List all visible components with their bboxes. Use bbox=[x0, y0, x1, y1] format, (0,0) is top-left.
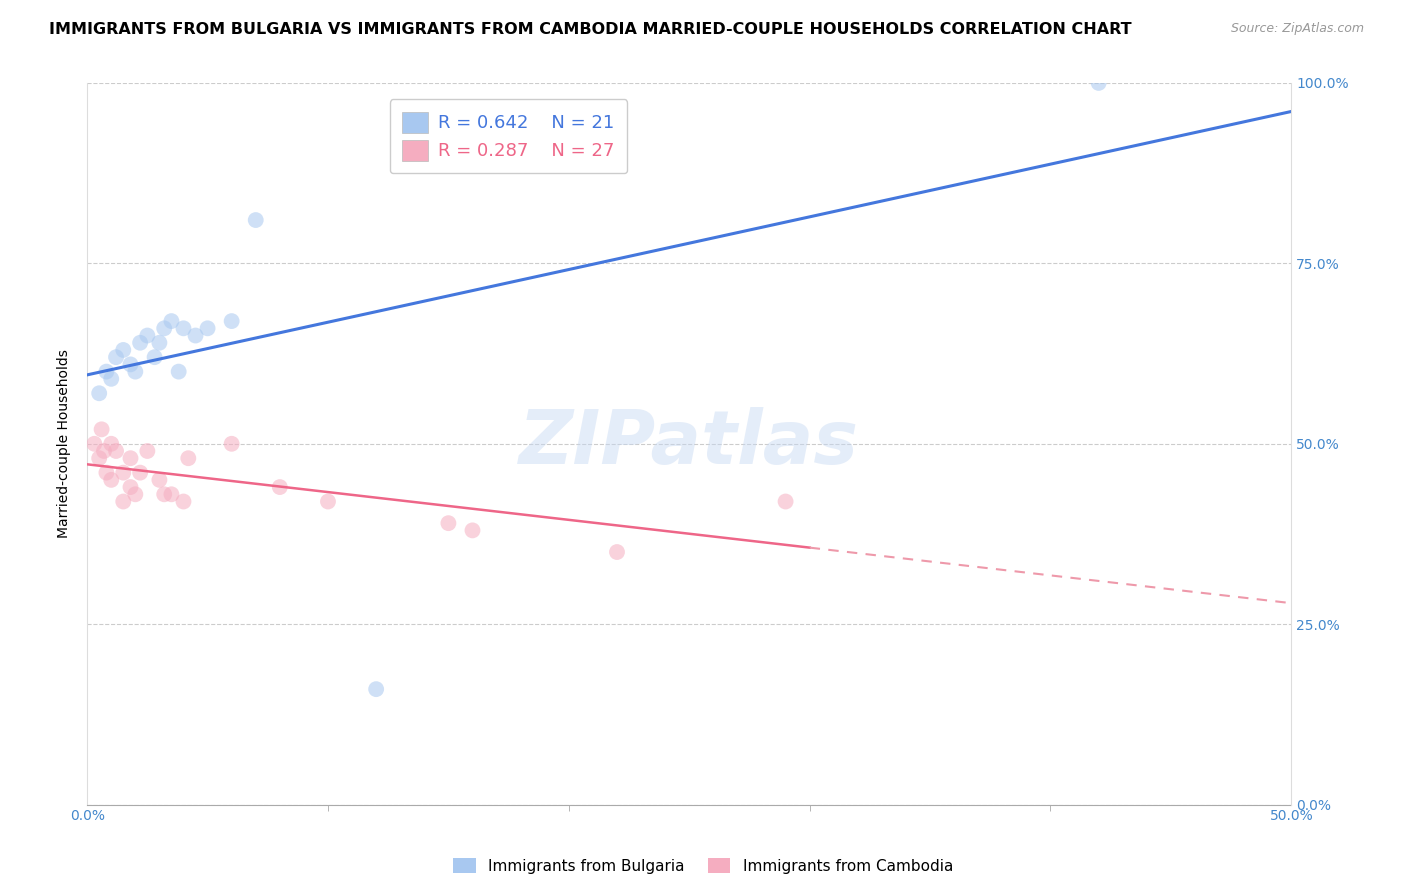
Point bbox=[93, 444, 115, 458]
Point bbox=[160, 314, 183, 328]
Point bbox=[105, 350, 128, 364]
Point bbox=[167, 365, 190, 379]
Point bbox=[160, 487, 183, 501]
Point bbox=[112, 466, 135, 480]
Point bbox=[148, 335, 170, 350]
Text: Source: ZipAtlas.com: Source: ZipAtlas.com bbox=[1230, 22, 1364, 36]
Point bbox=[221, 437, 243, 451]
Point bbox=[124, 365, 146, 379]
Text: IMMIGRANTS FROM BULGARIA VS IMMIGRANTS FROM CAMBODIA MARRIED-COUPLE HOUSEHOLDS C: IMMIGRANTS FROM BULGARIA VS IMMIGRANTS F… bbox=[49, 22, 1132, 37]
Point bbox=[221, 314, 243, 328]
Point bbox=[100, 372, 122, 386]
Point bbox=[197, 321, 219, 335]
Point bbox=[100, 473, 122, 487]
Point bbox=[173, 494, 195, 508]
Point bbox=[83, 437, 105, 451]
Point bbox=[316, 494, 339, 508]
Point bbox=[136, 444, 159, 458]
Point bbox=[129, 335, 152, 350]
Point bbox=[105, 444, 128, 458]
Point bbox=[153, 487, 176, 501]
Point bbox=[1087, 76, 1109, 90]
Text: ZIPatlas: ZIPatlas bbox=[519, 408, 859, 480]
Point bbox=[89, 451, 111, 466]
Point bbox=[153, 321, 176, 335]
Point bbox=[177, 451, 200, 466]
Point bbox=[245, 213, 267, 227]
Point bbox=[148, 473, 170, 487]
Point bbox=[269, 480, 291, 494]
Point bbox=[606, 545, 628, 559]
Point bbox=[136, 328, 159, 343]
Point bbox=[120, 358, 142, 372]
Point bbox=[96, 365, 118, 379]
Point bbox=[100, 437, 122, 451]
Point bbox=[124, 487, 146, 501]
Point bbox=[112, 343, 135, 357]
Point bbox=[90, 422, 112, 436]
Point bbox=[173, 321, 195, 335]
Point bbox=[775, 494, 797, 508]
Legend: Immigrants from Bulgaria, Immigrants from Cambodia: Immigrants from Bulgaria, Immigrants fro… bbox=[447, 852, 959, 880]
Point bbox=[129, 466, 152, 480]
Point bbox=[89, 386, 111, 401]
Point bbox=[143, 350, 166, 364]
Point bbox=[437, 516, 460, 531]
Y-axis label: Married-couple Households: Married-couple Households bbox=[58, 350, 72, 538]
Point bbox=[120, 451, 142, 466]
Point bbox=[184, 328, 207, 343]
Point bbox=[461, 524, 484, 538]
Point bbox=[366, 682, 388, 697]
Point bbox=[96, 466, 118, 480]
Point bbox=[120, 480, 142, 494]
Point bbox=[112, 494, 135, 508]
Legend: R = 0.642    N = 21, R = 0.287    N = 27: R = 0.642 N = 21, R = 0.287 N = 27 bbox=[389, 99, 627, 173]
